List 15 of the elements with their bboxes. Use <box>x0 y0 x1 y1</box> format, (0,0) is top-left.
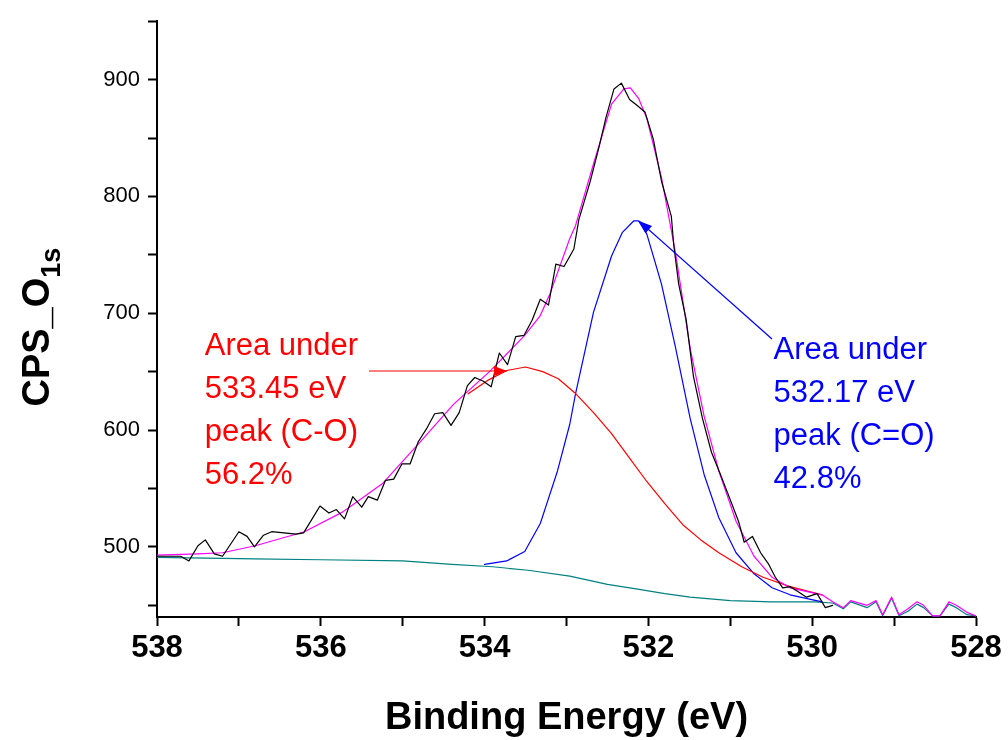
y-tick-label: 900 <box>103 65 140 91</box>
y-tick-label: 500 <box>103 532 140 558</box>
annotation: Area under 532.17 eV peak (C=O) 42.8% <box>773 330 935 495</box>
x-axis-title: Binding Energy (eV) <box>384 695 749 737</box>
x-tick-label: 538 <box>131 629 183 665</box>
x-tick-label: 530 <box>786 629 839 665</box>
y-tick-label: 600 <box>103 416 140 442</box>
y-axis-title: CPS_O1s <box>15 247 66 407</box>
x-tick-label: 528 <box>950 629 1002 665</box>
annotation: Area under 533.45 eV peak (C-O) 56.2% <box>204 326 359 491</box>
y-tick-label: 800 <box>103 182 140 208</box>
y-tick-label: 700 <box>103 299 140 325</box>
x-tick-label: 532 <box>622 629 675 665</box>
x-tick-label: 536 <box>294 629 347 665</box>
x-tick-label: 534 <box>458 629 512 665</box>
